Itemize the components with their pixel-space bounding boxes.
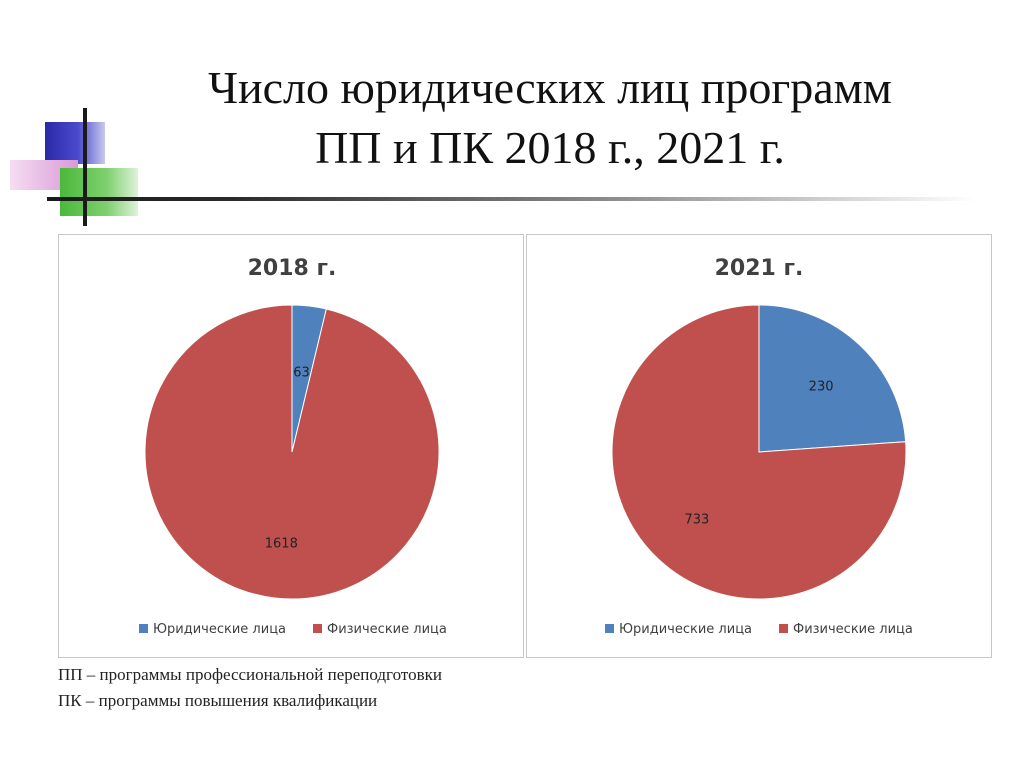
- footnote-pk: ПК – программы повышения квалификации: [58, 691, 378, 710]
- chart-2021-title: 2021 г.: [715, 256, 804, 281]
- pie-chart-2018: 2018 г. 63 1618 Юридические лица Физические …: [58, 234, 524, 658]
- chart-2021-data-label-legal-entities: 230: [809, 379, 834, 394]
- chart-2021-legend-label-legal-entities: Юридические лица: [619, 622, 752, 637]
- chart-2021-slice-legal-entities: [758, 304, 907, 453]
- chart-2018-legend-label-individuals: Физические лица: [327, 622, 447, 637]
- chart-2021-slice-individuals: [611, 304, 907, 600]
- slide-title: Число юридических лиц программ ПП и ПК 2…: [110, 58, 990, 178]
- decorative-blue-square: [45, 122, 105, 164]
- slide-title-line-2: ПП и ПК 2018 г., 2021 г.: [315, 122, 785, 173]
- decorative-green-square: [60, 168, 138, 216]
- pie-chart-2018-svg: 2018 г. 63 1618 Юридические лица Физические …: [139, 256, 447, 637]
- chart-2021-data-label-individuals: 733: [684, 513, 709, 528]
- chart-2021-legend-swatch-individuals: [779, 624, 788, 633]
- chart-2018-title: 2018 г.: [248, 256, 337, 281]
- footnote-pp: ПП – программы профессиональной переподг…: [58, 665, 442, 684]
- chart-2018-data-label-individuals: 1618: [265, 537, 298, 552]
- decorative-vertical-line: [83, 108, 87, 226]
- chart-2018-legend-swatch-individuals: [313, 624, 322, 633]
- chart-2021-legend-label-individuals: Физические лица: [793, 622, 913, 637]
- slide-title-line-1: Число юридических лиц программ: [208, 62, 892, 113]
- chart-2018-slice-individuals: [144, 304, 440, 600]
- pie-chart-2021: 2021 г. 230 733 Юридические лица Физические …: [526, 234, 992, 658]
- title-underline: [47, 197, 977, 201]
- chart-2018-data-label-legal-entities: 63: [293, 366, 310, 381]
- pie-chart-2021-svg: 2021 г. 230 733 Юридические лица Физические …: [605, 256, 913, 637]
- chart-2018-legend-label-legal-entities: Юридические лица: [153, 622, 286, 637]
- chart-2021-legend-swatch-legal-entities: [605, 624, 614, 633]
- chart-2018-legend-swatch-legal-entities: [139, 624, 148, 633]
